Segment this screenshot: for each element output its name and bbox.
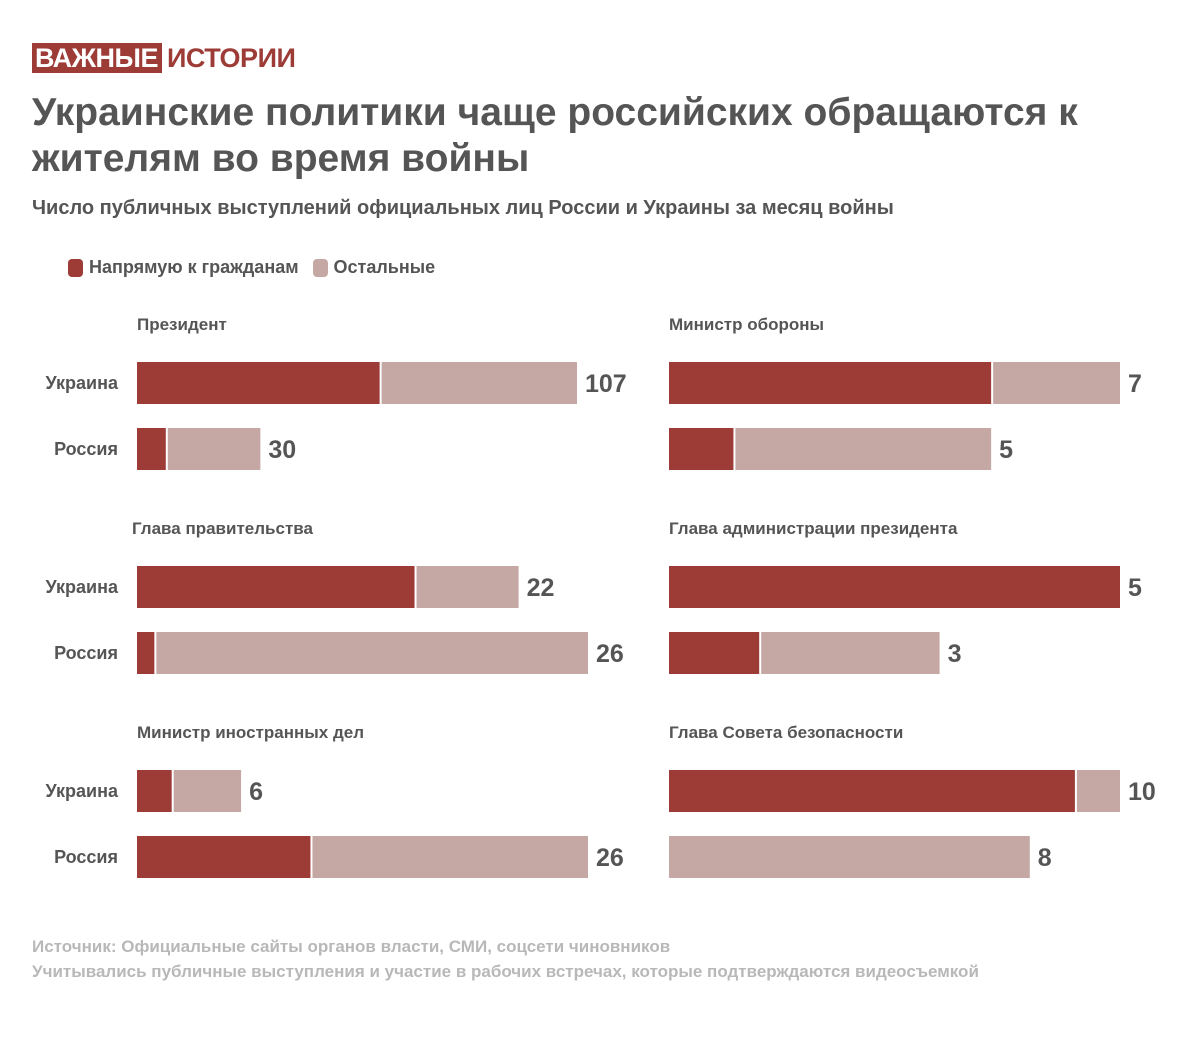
row-label: Россия	[54, 439, 118, 459]
bar-direct	[137, 428, 166, 470]
row-label: Украина	[46, 781, 119, 801]
bar-direct	[669, 632, 760, 674]
row-label: Россия	[54, 643, 118, 663]
total-label: 107	[585, 370, 627, 398]
panel-title: Глава Совета безопасности	[669, 723, 903, 742]
total-label: 8	[1038, 844, 1052, 872]
bar-other	[173, 770, 242, 812]
bar-other	[312, 836, 588, 878]
total-label: 5	[999, 436, 1013, 464]
logo: ВАЖНЫЕ ИСТОРИИ	[32, 43, 296, 73]
bar-direct	[137, 632, 155, 674]
total-label: 30	[268, 436, 296, 464]
legend-swatch-direct	[68, 258, 83, 277]
total-label: 26	[596, 640, 624, 668]
row-label: Украина	[46, 577, 119, 597]
total-label: 22	[527, 574, 555, 602]
panel-title: Министр иностранных дел	[137, 723, 364, 742]
footer: Источник: Официальные сайты органов влас…	[32, 934, 1132, 984]
row-label: Украина	[46, 373, 119, 393]
bar-other	[669, 836, 1030, 878]
bar-other	[993, 362, 1120, 404]
total-label: 26	[596, 844, 624, 872]
bar-direct	[137, 566, 415, 608]
legend-label-other: Остальные	[333, 257, 436, 277]
bar-other	[761, 632, 940, 674]
legend-label-direct: Напрямую к гражданам	[89, 257, 299, 277]
bar-other	[156, 632, 588, 674]
bar-direct	[669, 428, 734, 470]
legend: Напрямую к гражданам Остальные	[68, 257, 449, 278]
row-label: Россия	[54, 847, 118, 867]
bar-direct	[137, 362, 380, 404]
total-label: 5	[1128, 574, 1142, 602]
chart-subtitle: Число публичных выступлений официальных …	[32, 197, 894, 219]
bar-other	[1076, 770, 1120, 812]
bar-direct	[669, 566, 1120, 608]
bar-other	[167, 428, 261, 470]
method-note: Учитывались публичные выступления и учас…	[32, 962, 979, 981]
panel-title: Министр обороны	[669, 315, 824, 334]
total-label: 10	[1128, 778, 1156, 806]
total-label: 3	[948, 640, 962, 668]
panel-title: Президент	[137, 315, 227, 334]
bar-other	[381, 362, 577, 404]
bar-direct	[137, 836, 311, 878]
legend-swatch-other	[312, 258, 328, 277]
bar-direct	[669, 770, 1075, 812]
bar-other	[735, 428, 992, 470]
total-label: 7	[1128, 370, 1142, 398]
logo-part-1: ВАЖНЫЕ	[32, 43, 162, 73]
panel-title: Глава правительства	[132, 519, 313, 538]
logo-part-2: ИСТОРИИ	[167, 43, 296, 73]
source-note: Источник: Официальные сайты органов влас…	[32, 937, 671, 956]
legend-item-other: Остальные	[312, 257, 436, 278]
panel-title: Глава администрации президента	[669, 519, 958, 538]
legend-item-direct: Напрямую к гражданам	[68, 257, 299, 278]
chart-title: Украинские политики чаще российских обра…	[32, 91, 1078, 180]
bar-other	[416, 566, 519, 608]
total-label: 6	[249, 778, 263, 806]
bar-direct	[137, 770, 172, 812]
bar-direct	[669, 362, 992, 404]
